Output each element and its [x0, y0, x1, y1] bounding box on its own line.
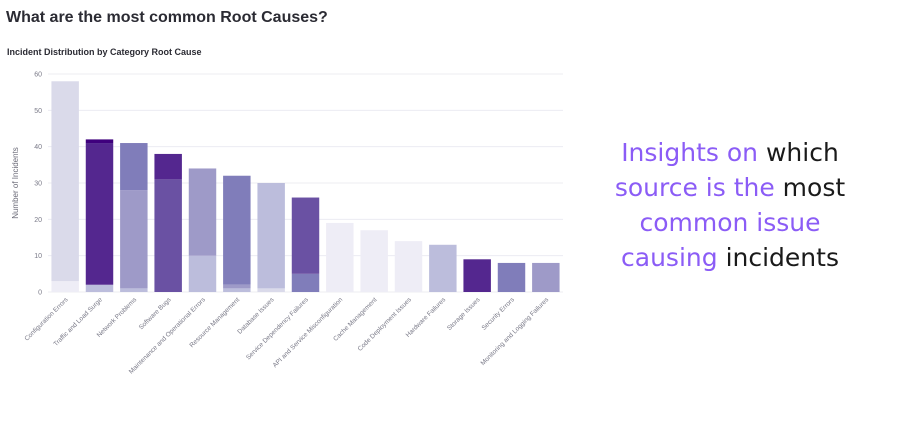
insight-accent-1: Insights on: [621, 138, 759, 167]
y-tick-label: 20: [34, 217, 42, 224]
y-tick-label: 60: [34, 72, 42, 79]
insight-accent-3: common issue: [639, 208, 821, 237]
x-tick-label: Maintenance and Operational Errors: [128, 296, 208, 376]
bar-segment: [360, 230, 388, 292]
bar-segment: [291, 273, 320, 292]
y-axis-label: Number of Incidents: [11, 147, 20, 219]
bar-segment: [188, 255, 217, 292]
y-tick-label: 30: [34, 181, 42, 188]
x-tick-label: Security Errors: [481, 296, 517, 332]
bar-segment: [532, 262, 560, 292]
bar-segment: [154, 153, 182, 180]
bar-segment: [85, 143, 114, 285]
bar-segment: [51, 281, 79, 292]
bar-segment: [120, 190, 148, 289]
y-tick-label: 0: [38, 290, 42, 297]
page-title: What are the most common Root Causes?: [6, 9, 328, 26]
chart-title: Incident Distribution by Category Root C…: [7, 47, 202, 57]
bar-segment: [154, 179, 182, 292]
y-tick-label: 10: [34, 253, 42, 260]
bar-segment: [223, 175, 251, 285]
insight-text-1: which: [758, 138, 839, 167]
bar-segment: [85, 139, 114, 144]
bar-segment: [463, 259, 491, 292]
bar-segment: [291, 197, 320, 274]
bar-segment: [429, 244, 457, 292]
bar-segment: [326, 222, 354, 292]
bar-segment: [85, 284, 114, 292]
insight-accent-2: source is the: [614, 173, 775, 202]
insight-text-4: incidents: [717, 243, 839, 272]
x-tick-label: API and Service Misconfiguration: [272, 296, 345, 369]
bar-segment: [257, 288, 285, 292]
y-tick-label: 40: [34, 144, 42, 151]
bar-segment: [394, 241, 423, 292]
insight-text-2: most: [774, 173, 846, 202]
bar-segment: [120, 288, 148, 292]
x-tick-label: Monitoring and Logging Failures: [480, 296, 551, 367]
x-tick-label: Software Bugs: [138, 296, 173, 331]
bar-segment: [188, 168, 217, 256]
bar-segment: [497, 262, 526, 292]
x-tick-label: Database Issues: [236, 296, 276, 336]
bar-segment: [120, 143, 148, 191]
y-tick-label: 50: [34, 108, 42, 115]
x-tick-label: Service Dependency Failures: [245, 296, 311, 362]
insight-accent-4: causing: [621, 243, 718, 272]
bar-segment: [223, 284, 251, 289]
x-tick-label: Storage Issues: [446, 296, 482, 332]
bar-segment: [257, 183, 285, 289]
bar-segment: [223, 288, 251, 292]
insight-text: Insights on which source is the most com…: [600, 135, 860, 275]
bar-segment: [51, 81, 79, 282]
